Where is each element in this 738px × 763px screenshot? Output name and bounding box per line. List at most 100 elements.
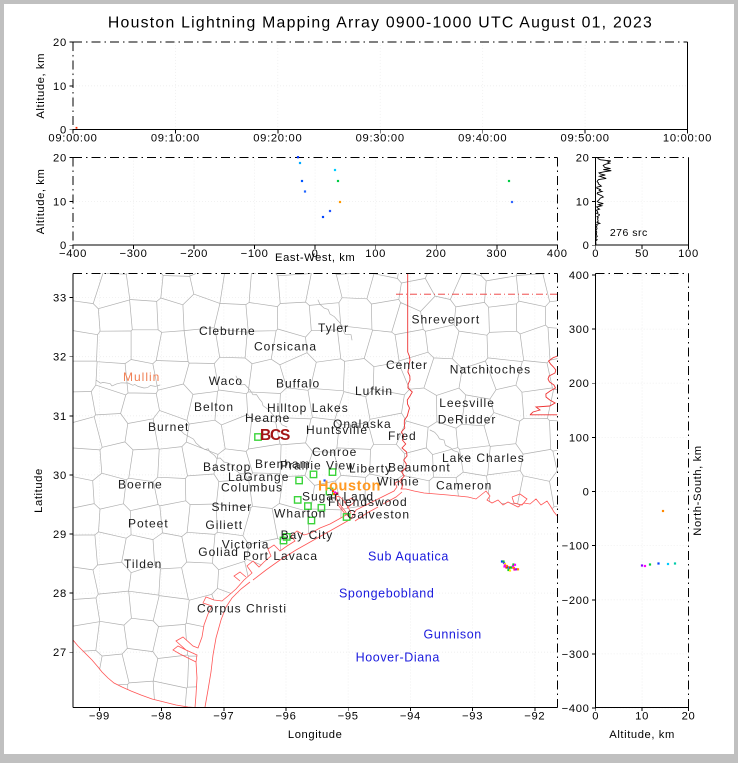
svg-text:30: 30 [53,470,67,482]
svg-text:Port Lavaca: Port Lavaca [243,549,318,563]
svg-text:Hilltop Lakes: Hilltop Lakes [267,401,349,415]
svg-text:0: 0 [312,248,319,260]
svg-text:09:00:00: 09:00:00 [48,133,97,145]
svg-text:09:40:00: 09:40:00 [458,133,507,145]
svg-text:−93: −93 [462,710,483,722]
svg-text:Bay City: Bay City [281,528,334,542]
svg-text:20: 20 [682,710,696,722]
svg-text:−98: −98 [151,710,172,722]
svg-text:Goliad: Goliad [198,545,239,559]
svg-text:Altitude, km: Altitude, km [35,169,47,235]
svg-text:−99: −99 [89,710,110,722]
svg-text:Belton: Belton [194,400,234,414]
svg-text:−100: −100 [241,248,269,260]
svg-text:09:10:00: 09:10:00 [151,133,200,145]
svg-text:East-West, km: East-West, km [275,252,355,264]
svg-text:100: 100 [365,248,386,260]
svg-text:−400: −400 [562,703,590,715]
svg-text:Boerne: Boerne [118,478,163,492]
svg-text:Shiner: Shiner [212,500,253,514]
svg-text:Center: Center [386,358,428,372]
svg-text:Tilden: Tilden [124,557,162,571]
svg-text:−300: −300 [120,248,148,260]
svg-text:Altitude, km: Altitude, km [35,53,47,119]
svg-text:Natchitoches: Natchitoches [450,363,531,377]
svg-text:10: 10 [53,196,67,208]
svg-text:0: 0 [592,710,599,722]
svg-text:200: 200 [426,248,447,260]
svg-text:09:20:00: 09:20:00 [253,133,302,145]
svg-text:−400: −400 [59,248,87,260]
svg-text:09:50:00: 09:50:00 [561,133,610,145]
svg-text:20: 20 [53,37,67,49]
svg-text:Poteet: Poteet [128,517,169,531]
svg-text:29: 29 [53,529,67,541]
svg-text:100: 100 [569,432,590,444]
svg-text:Bastrop: Bastrop [203,460,251,474]
svg-text:Altitude, km: Altitude, km [609,729,675,741]
svg-text:Tyler: Tyler [318,321,349,335]
svg-text:Shreveport: Shreveport [412,313,481,327]
svg-text:Sub Aquatica: Sub Aquatica [368,549,449,563]
svg-text:276 src: 276 src [610,227,648,239]
svg-text:−200: −200 [562,595,590,607]
svg-text:10: 10 [635,710,649,722]
svg-text:Beaumont: Beaumont [388,461,451,475]
svg-text:Burnet: Burnet [148,420,189,434]
svg-text:Waco: Waco [209,374,243,388]
svg-text:0: 0 [592,248,599,260]
svg-text:20: 20 [576,153,590,165]
svg-text:−200: −200 [180,248,208,260]
svg-text:27: 27 [53,647,67,659]
svg-text:Winnie: Winnie [377,475,420,489]
svg-text:Onalaska: Onalaska [333,417,392,431]
svg-text:Buffalo: Buffalo [276,377,320,391]
svg-text:North-South, km: North-South, km [692,445,704,535]
svg-text:Hoover-Diana: Hoover-Diana [356,650,440,664]
svg-text:Houston: Houston [318,479,381,495]
svg-text:Gunnison: Gunnison [424,627,482,641]
svg-text:Prairie View: Prairie View [280,459,356,473]
svg-text:−92: −92 [524,710,545,722]
svg-text:20: 20 [53,153,67,165]
svg-text:Leesville: Leesville [439,396,495,410]
svg-text:0: 0 [583,487,590,499]
svg-text:09:30:00: 09:30:00 [356,133,405,145]
svg-text:Wharton: Wharton [274,507,326,521]
svg-text:Spongebobland: Spongebobland [339,586,434,600]
svg-text:10:00:00: 10:00:00 [663,133,712,145]
svg-text:Longitude: Longitude [288,729,343,741]
svg-text:Friendswood: Friendswood [328,495,408,509]
svg-text:300: 300 [486,248,507,260]
svg-text:Liberty: Liberty [349,462,392,476]
svg-text:400: 400 [547,248,568,260]
svg-text:100: 100 [678,248,699,260]
svg-text:0: 0 [60,240,67,252]
svg-text:−97: −97 [213,710,234,722]
svg-text:31: 31 [53,411,67,423]
svg-text:−94: −94 [400,710,421,722]
svg-text:Giliett: Giliett [205,518,243,532]
svg-text:28: 28 [53,588,67,600]
svg-text:−95: −95 [338,710,359,722]
svg-text:0: 0 [60,125,67,137]
svg-text:33: 33 [53,293,67,305]
svg-text:Brenham: Brenham [255,457,311,471]
svg-text:−100: −100 [562,541,590,553]
svg-text:LaGrange: LaGrange [228,470,289,484]
svg-text:Cameron: Cameron [436,479,492,493]
svg-text:Victoria: Victoria [222,538,270,552]
svg-text:Corpus Christi: Corpus Christi [197,602,287,616]
svg-text:Fred: Fred [388,429,417,443]
svg-text:Corsicana: Corsicana [254,340,317,354]
svg-text:Huntsville: Huntsville [306,423,368,437]
svg-text:200: 200 [569,378,590,390]
svg-text:32: 32 [53,352,67,364]
svg-text:−300: −300 [562,649,590,661]
svg-text:10: 10 [53,81,67,93]
svg-text:Conroe: Conroe [312,445,357,459]
svg-text:−96: −96 [275,710,296,722]
svg-text:400: 400 [569,270,590,282]
svg-text:0: 0 [583,240,590,252]
svg-text:Lufkin: Lufkin [355,384,393,398]
